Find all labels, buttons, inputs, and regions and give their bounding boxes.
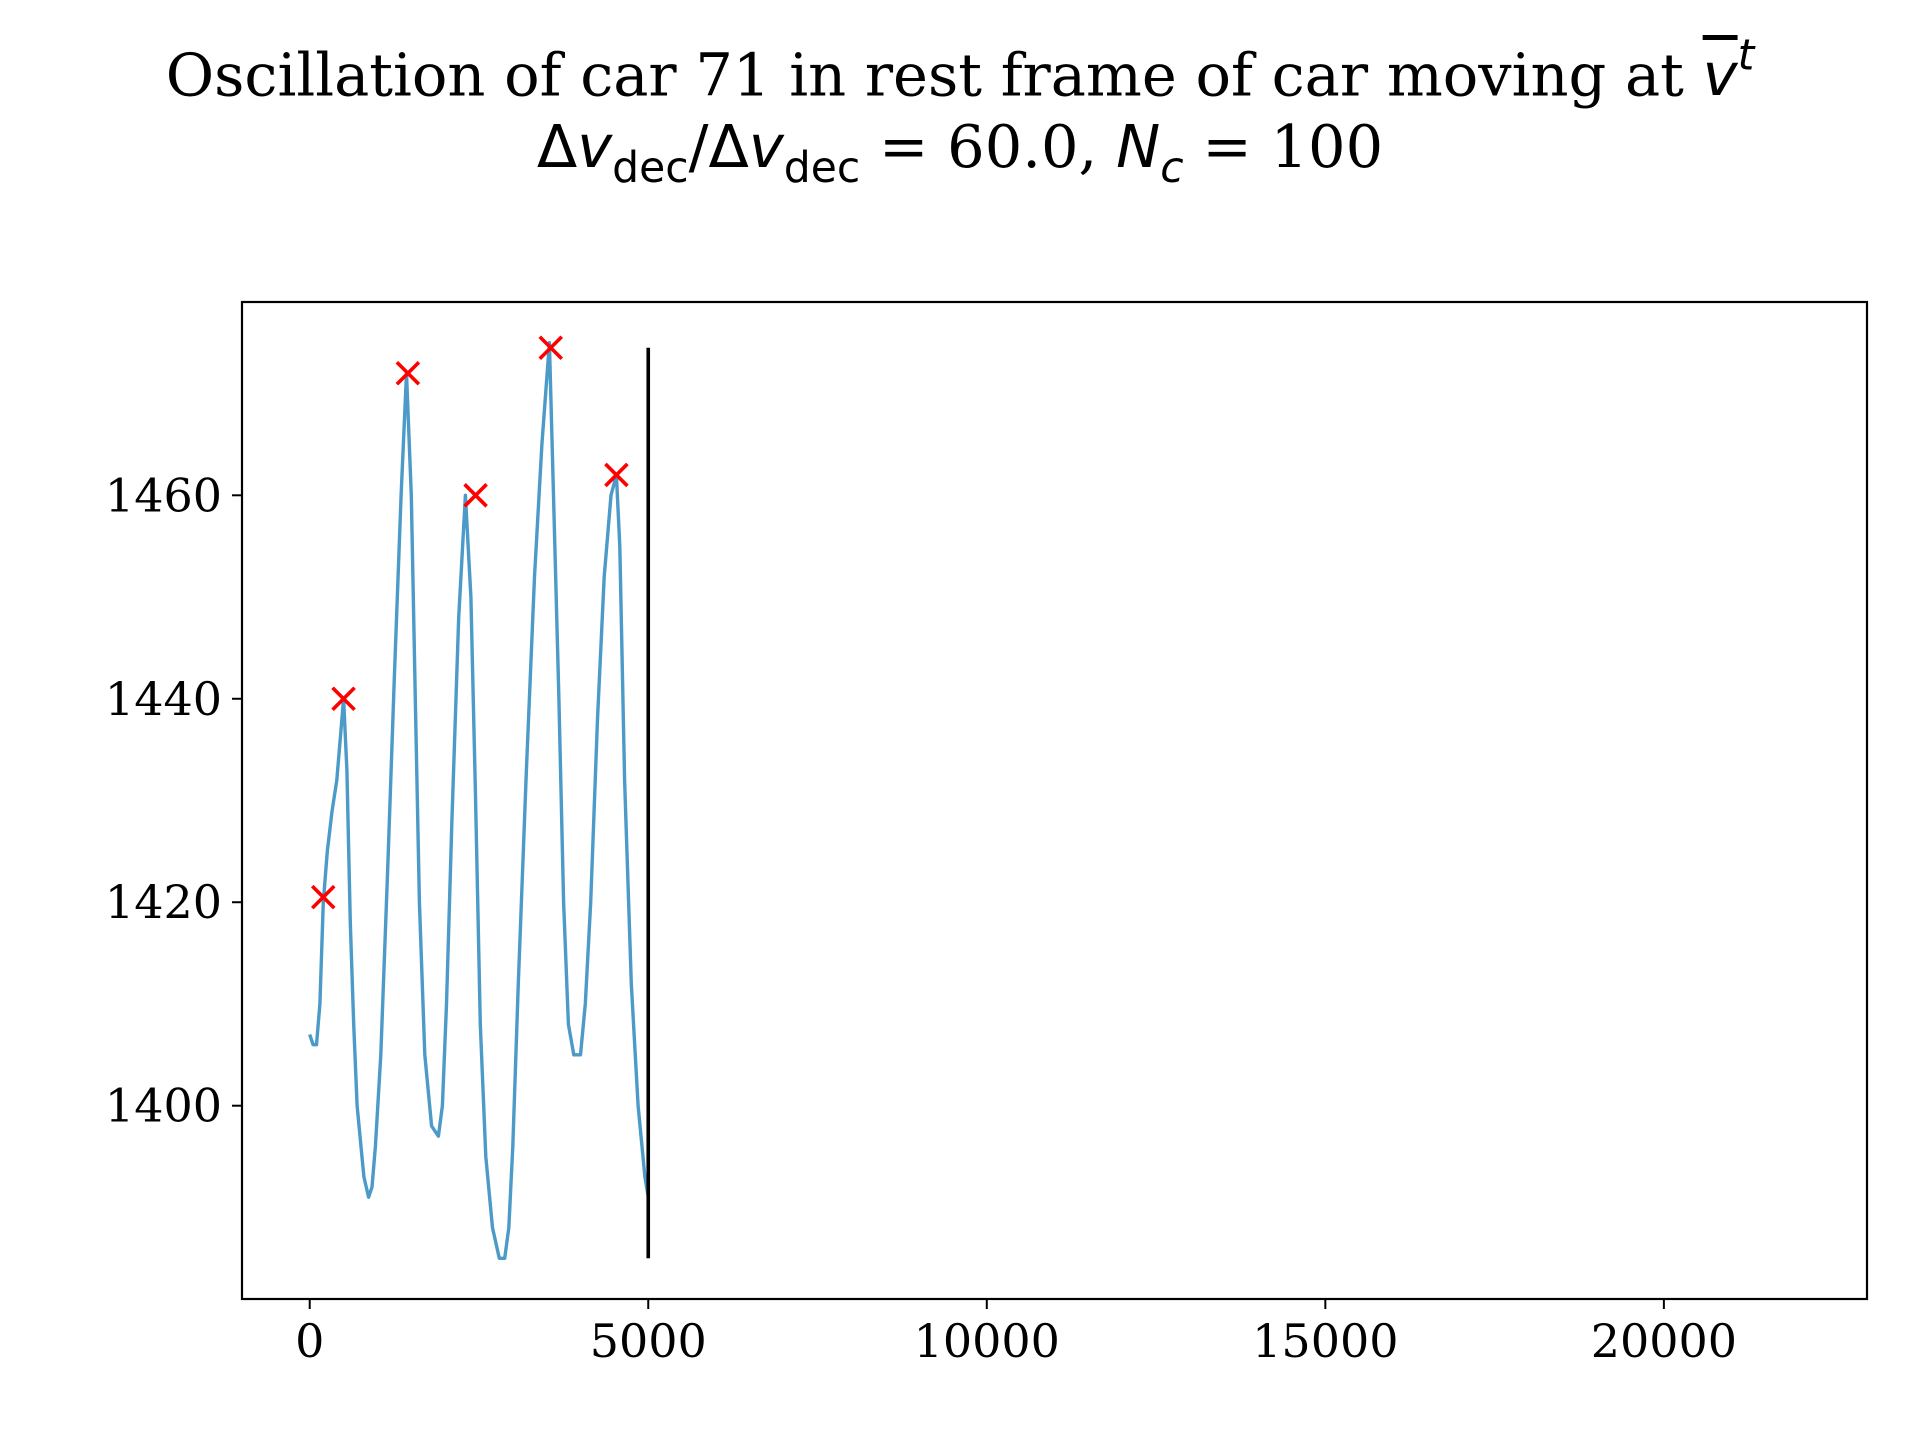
chart-title-line-1: Oscillation of car 71 in rest frame of c… bbox=[0, 32, 1920, 109]
y-tick-label: 1400 bbox=[105, 1079, 222, 1133]
chart-subtitle-ratio-value: = 60.0, bbox=[860, 112, 1117, 181]
chart-title-line-2: Δvdec/Δvdec = 60.0, Nc = 100 bbox=[0, 112, 1920, 193]
peak-marker bbox=[331, 686, 356, 712]
chart-title-superscript-t: t bbox=[1737, 32, 1755, 81]
x-tick-label: 0 bbox=[295, 1314, 324, 1368]
peak-marker bbox=[538, 335, 564, 361]
peak-marker bbox=[310, 884, 336, 910]
series-line-0 bbox=[308, 341, 650, 1261]
y-axis-ticks: 1400 1420 1440 1460 bbox=[105, 468, 242, 1133]
chart-subtitle-v-1: v bbox=[577, 112, 613, 181]
y-tick-label: 1460 bbox=[105, 468, 222, 522]
axes-frame bbox=[240, 300, 1869, 1301]
y-tick-label: 1420 bbox=[105, 875, 222, 929]
chart-subtitle-sub-dec-2: dec bbox=[783, 143, 861, 193]
chart-subtitle-nc-value: = 100 bbox=[1183, 112, 1384, 181]
chart-subtitle-delta-1: Δ bbox=[536, 112, 578, 181]
chart-title-v-bar: v bbox=[1702, 40, 1738, 110]
x-tick-label: 20000 bbox=[1591, 1314, 1737, 1368]
peak-marker bbox=[463, 483, 488, 508]
x-tick-label: 10000 bbox=[914, 1314, 1060, 1368]
chart-subtitle-n: N bbox=[1116, 112, 1161, 181]
x-tick-label: 5000 bbox=[590, 1314, 707, 1368]
series-layer bbox=[308, 341, 650, 1261]
chart-subtitle-sub-dec-1: dec bbox=[612, 143, 689, 193]
y-tick-label: 1440 bbox=[105, 672, 222, 726]
chart-subtitle-slash: / bbox=[688, 112, 709, 181]
peak-markers bbox=[310, 335, 629, 910]
chart-title-mean-velocity-symbol: vt bbox=[1702, 32, 1755, 110]
x-axis-ticks: 0 5000 10000 15000 20000 bbox=[295, 1299, 1737, 1368]
chart-subtitle-sub-c: c bbox=[1160, 143, 1184, 193]
x-tick-label: 15000 bbox=[1252, 1314, 1398, 1368]
peak-marker bbox=[395, 360, 421, 386]
chart-subtitle-v-2: v bbox=[748, 112, 784, 181]
chart-subtitle-delta-2: Δ bbox=[708, 112, 749, 181]
peak-marker bbox=[604, 462, 629, 488]
chart-title-text: Oscillation of car 71 in rest frame of c… bbox=[165, 40, 1703, 110]
